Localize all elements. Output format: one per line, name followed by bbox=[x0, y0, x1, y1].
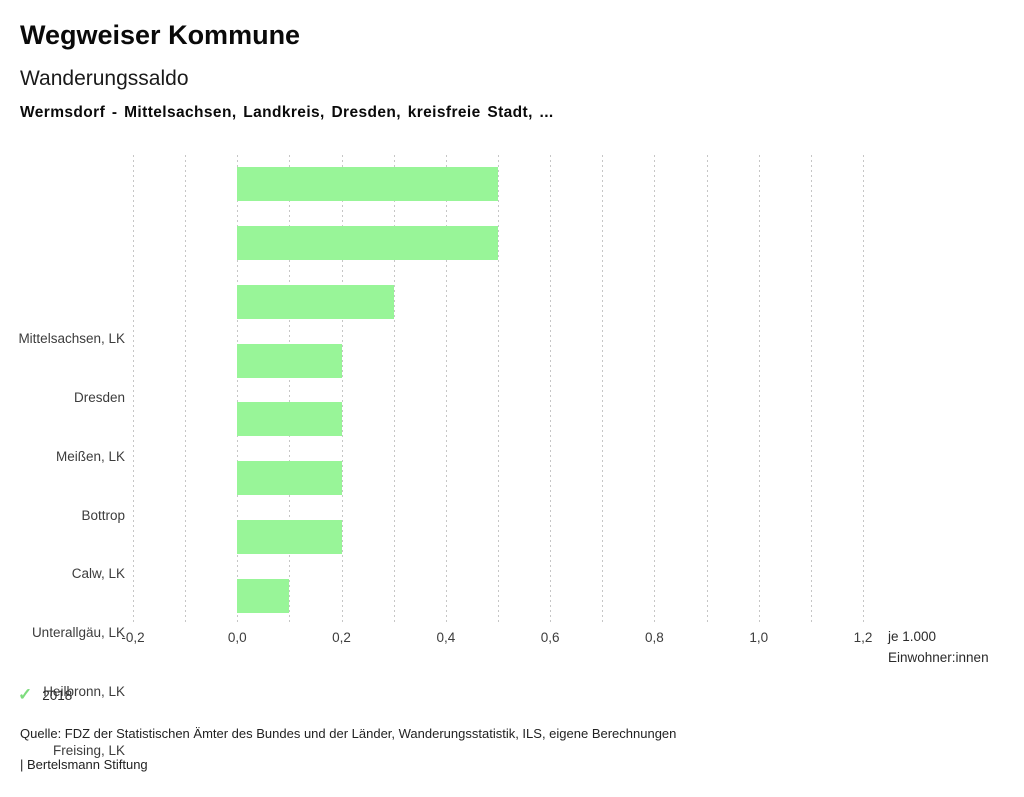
gridline bbox=[498, 155, 499, 625]
category-label: Unterallgäu, LK bbox=[31, 625, 125, 641]
gridline bbox=[393, 155, 395, 625]
x-axis: -0,2 0,0 0,2 0,4 0,6 0,8 1,0 1,2 bbox=[121, 630, 872, 650]
category-label: Heilbronn, LK bbox=[43, 683, 125, 699]
category-label: Calw, LK bbox=[71, 566, 125, 582]
x-axis-unit-line1: je 1.000 bbox=[888, 629, 937, 644]
gridline bbox=[706, 155, 708, 625]
bar[interactable] bbox=[237, 402, 342, 437]
bar[interactable] bbox=[237, 167, 498, 202]
app-title: Wegweiser Kommune bbox=[20, 20, 301, 50]
gridline bbox=[654, 155, 656, 625]
source-note: Quelle: FDZ der Statistischen Ämter des … bbox=[20, 726, 677, 741]
gridline bbox=[237, 155, 239, 625]
x-tick-label: 0,2 bbox=[332, 630, 351, 645]
x-tick-label: 0,6 bbox=[540, 630, 560, 645]
bar[interactable] bbox=[237, 226, 498, 261]
gridline bbox=[445, 155, 447, 625]
chart-subtitle: Wermsdorf - Mittelsachsen, Landkreis, Dr… bbox=[20, 104, 554, 121]
chart-title: Wanderungssaldo bbox=[20, 67, 189, 90]
x-axis-unit-line2: Einwohner:innen bbox=[888, 650, 989, 665]
legend-item-2018[interactable]: ✓ 2018 bbox=[18, 685, 72, 705]
gridline bbox=[863, 155, 864, 625]
gridline bbox=[810, 155, 812, 625]
x-axis-unit-label: je 1.000 Einwohner:innen bbox=[888, 626, 989, 668]
plot-area bbox=[133, 155, 864, 625]
category-label: Dresden bbox=[73, 390, 125, 406]
x-tick-label: 1,2 bbox=[853, 630, 873, 645]
x-tick-label: 0,8 bbox=[645, 630, 664, 645]
category-label: Meißen, LK bbox=[55, 448, 125, 464]
x-tick-label: -0,2 bbox=[121, 630, 145, 645]
category-label: Mittelsachsen, LK bbox=[18, 331, 125, 347]
category-label: Freising, LK bbox=[52, 742, 125, 758]
gridline bbox=[289, 155, 291, 625]
bar[interactable] bbox=[237, 343, 342, 378]
bar[interactable] bbox=[237, 284, 394, 319]
bar[interactable] bbox=[237, 461, 342, 496]
bar-chart: Mittelsachsen, LK Dresden Meißen, LK Bottro… bbox=[0, 155, 1024, 758]
x-tick-label: 0,4 bbox=[436, 630, 456, 645]
gridline bbox=[758, 155, 760, 625]
gridline bbox=[602, 155, 604, 625]
gridline bbox=[341, 155, 343, 625]
x-tick-label: 0,0 bbox=[227, 630, 247, 645]
x-tick-label: 1,0 bbox=[749, 630, 769, 645]
legend-label: 2018 bbox=[42, 687, 73, 703]
bar[interactable] bbox=[237, 519, 342, 554]
attribution: | Bertelsmann Stiftung bbox=[20, 757, 148, 772]
gridline bbox=[185, 155, 187, 625]
check-icon: ✓ bbox=[18, 685, 33, 704]
category-label: Bottrop bbox=[81, 507, 125, 523]
bar[interactable] bbox=[237, 578, 290, 613]
gridline bbox=[133, 155, 134, 625]
gridline bbox=[550, 155, 552, 625]
